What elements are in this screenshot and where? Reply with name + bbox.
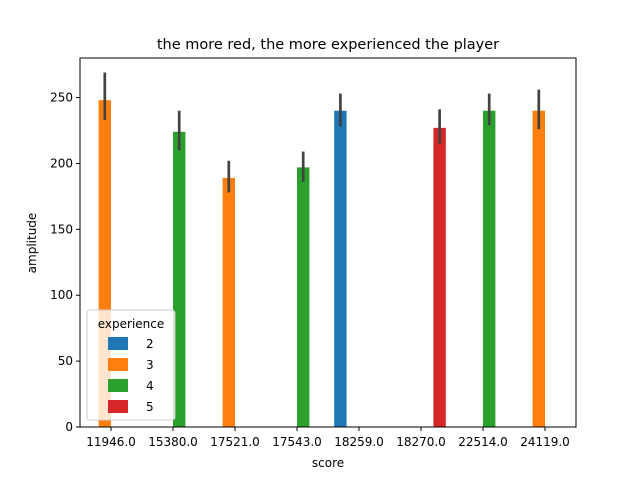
y-tick-label: 100: [50, 288, 73, 302]
legend-swatch-5: [108, 400, 128, 413]
chart-title: the more red, the more experienced the p…: [157, 37, 499, 53]
bar-2-18259.0: [334, 110, 347, 428]
y-tick-label: 0: [65, 420, 73, 434]
x-tick-label: 18270.0: [396, 435, 446, 449]
legend-swatch-3: [108, 358, 128, 371]
y-tick-label: 250: [50, 91, 73, 105]
x-tick-label: 11946.0: [86, 435, 136, 449]
y-axis-label: amplitude: [25, 213, 39, 274]
x-tick-label: 17543.0: [272, 435, 322, 449]
x-axis: 11946.0 15380.0 17521.0 17543.0 18259.0 18270…: [86, 427, 570, 449]
legend-entries: 2 3 4 5: [108, 337, 154, 414]
bar-3-17521.0: [222, 177, 235, 427]
legend-label-3: 3: [146, 358, 154, 372]
y-tick-label: 200: [50, 156, 73, 170]
legend-label-4: 4: [146, 379, 154, 393]
y-axis: 0 50 100 150 200 250: [50, 91, 80, 434]
legend-label-2: 2: [146, 337, 154, 351]
legend-label-5: 5: [146, 400, 154, 414]
y-tick-label: 50: [58, 354, 73, 368]
plot-frame: [79, 57, 577, 428]
legend-swatch-2: [108, 337, 128, 350]
x-tick-label: 17521.0: [210, 435, 260, 449]
legend-swatch-4: [108, 379, 128, 392]
x-tick-label: 15380.0: [148, 435, 198, 449]
y-tick-label: 150: [50, 222, 73, 236]
bar-5-18270.0: [433, 127, 446, 427]
x-tick-label: 24119.0: [520, 435, 570, 449]
x-axis-label: score: [312, 456, 344, 470]
bars-layer: [98, 100, 545, 428]
bar-4-17543.0: [297, 167, 310, 427]
legend-title: experience: [98, 317, 165, 331]
x-tick-label: 18259.0: [334, 435, 384, 449]
bar-4-15380.0: [173, 131, 186, 428]
legend: experience 2 3 4 5: [86, 309, 176, 421]
x-tick-label: 22514.0: [458, 435, 508, 449]
bar-3-24119.0: [532, 110, 545, 428]
errorbars-layer: [103, 72, 541, 193]
bar-4-22514.0: [483, 110, 496, 428]
